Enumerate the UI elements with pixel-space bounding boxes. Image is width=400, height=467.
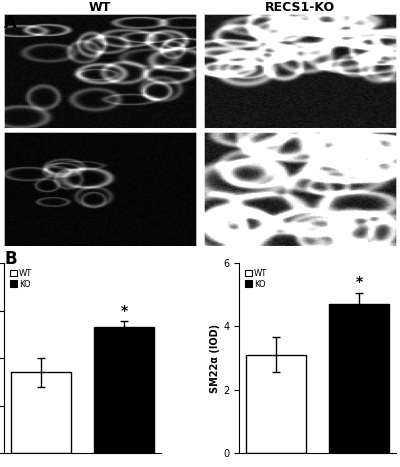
Text: B: B (4, 250, 17, 268)
Text: *: * (120, 304, 128, 318)
Text: *: * (356, 276, 363, 290)
Title: RECS1-KO: RECS1-KO (265, 1, 335, 14)
Bar (246, 355, 306, 453)
Bar (330, 304, 389, 453)
Y-axis label: SM22α (IOD): SM22α (IOD) (210, 324, 220, 393)
Text: A: A (4, 14, 17, 32)
Legend: WT, KO: WT, KO (243, 267, 269, 290)
Bar (94, 327, 154, 453)
Title: WT: WT (89, 1, 111, 14)
Bar (11, 372, 70, 453)
Legend: WT, KO: WT, KO (8, 267, 34, 290)
